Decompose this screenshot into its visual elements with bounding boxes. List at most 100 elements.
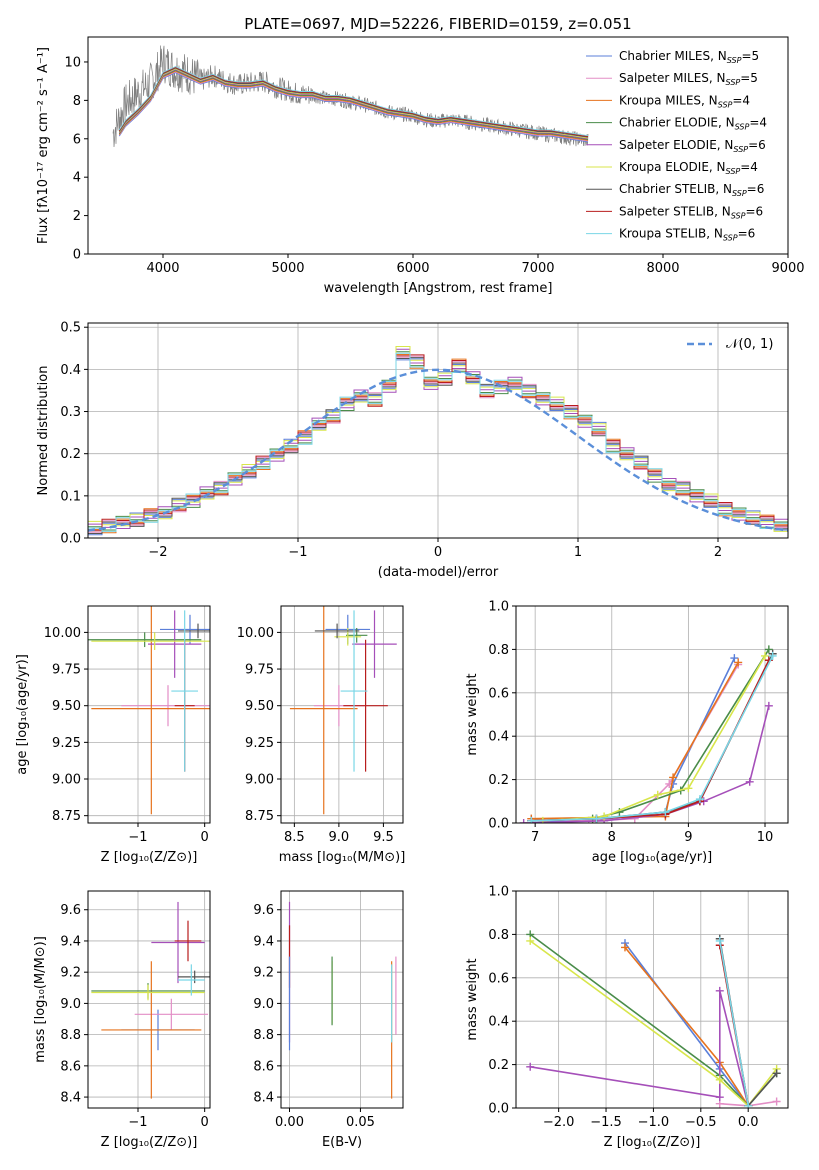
x-tick-label: 0 (201, 1115, 209, 1130)
legend-label: Salpeter ELODIE, NSSP=6 (619, 138, 766, 154)
x-tick-label: 9000 (771, 261, 804, 276)
y-tick-label: 0.4 (488, 1015, 509, 1030)
y-tick-label: 0.6 (488, 686, 509, 701)
y-axis-label: Flux [fλ10⁻¹⁷ erg cm⁻² s⁻¹ A⁻¹] (36, 47, 51, 244)
y-tick-label: 9.2 (60, 966, 81, 981)
legend-label: Chabrier MILES, NSSP=5 (619, 49, 759, 65)
x-tick-label: 1 (574, 545, 582, 560)
y-tick-label: 8.8 (253, 1028, 274, 1043)
x-tick-label: 9.5 (373, 830, 394, 845)
y-tick-label: 9.75 (52, 663, 81, 678)
weight-marker (526, 936, 535, 945)
y-tick-label: 9.0 (253, 997, 274, 1012)
y-axis-label: mass weight (465, 958, 480, 1040)
x-axis-label: Z [log₁₀(Z/Z⊙)] (604, 1135, 701, 1150)
y-tick-label: 0 (73, 248, 81, 263)
y-tick-label: 8.75 (245, 809, 274, 824)
y-tick-label: 9.50 (52, 699, 81, 714)
weight-marker (684, 784, 693, 793)
chart-massweight_vs_age: 7 8 9 10 0.0 0.2 0.4 0.6 0.8 1.0 age [log₁₀(age/yr… (465, 600, 789, 865)
y-tick-label: 9.4 (253, 934, 274, 949)
x-tick-label: 7000 (521, 261, 554, 276)
x-tick-label: 9.0 (329, 830, 350, 845)
marks-mass_vs_Z (91, 901, 210, 1099)
axes-frame (515, 890, 789, 1109)
model-line (118, 66, 589, 137)
y-tick-label: 1.0 (488, 600, 509, 615)
y-tick-label: 9.4 (60, 934, 81, 949)
weight-marker (527, 816, 536, 823)
x-axis-label: age [log₁₀(age/yr)] (592, 850, 713, 865)
y-tick-label: 9.25 (52, 736, 81, 751)
y-tick-label: 8.4 (60, 1091, 81, 1106)
residual-histogram (88, 357, 788, 534)
weight-marker (772, 1097, 781, 1106)
legend: Chabrier MILES, NSSP=5 Salpeter MILES, NS… (586, 49, 767, 243)
y-tick-label: 9.50 (245, 699, 274, 714)
chart-residuals: 𝒩(0, 1) −2 −1 0 1 2 0.0 0.1 0.2 0.3 0.4 0.5 (data-mo… (36, 321, 789, 580)
legend-label: Salpeter STELIB, NSSP=6 (619, 204, 763, 220)
x-tick-label: 6000 (396, 261, 429, 276)
y-tick-label: 9.0 (60, 997, 81, 1012)
chart-mass_vs_Z: −1 0 8.4 8.6 8.8 9.0 9.2 9.4 9.6 Z [log₁₀(Z/Z⊙)] m… (33, 890, 211, 1150)
y-tick-label: 9.00 (245, 773, 274, 788)
y-tick-label: 10.00 (44, 626, 81, 641)
x-tick-label: −0.5 (685, 1115, 717, 1130)
x-tick-label: 8000 (646, 261, 679, 276)
weight-marker (526, 1062, 535, 1071)
x-axis-label: wavelength [Angstrom, rest frame] (324, 281, 553, 296)
weight-marker (768, 651, 777, 660)
y-tick-label: 8.6 (253, 1059, 274, 1074)
weight-marker (764, 645, 773, 654)
model-line (118, 70, 589, 141)
x-tick-label: 10 (757, 830, 774, 845)
y-tick-label: 9.00 (52, 773, 81, 788)
x-tick-label: −1.5 (590, 1115, 622, 1130)
weight-line (719, 940, 749, 1106)
x-axis-label: (data-model)/error (378, 565, 499, 580)
model-line (118, 72, 589, 143)
y-tick-label: 0.2 (60, 447, 81, 462)
gaussian-reference-line (88, 368, 788, 532)
y-axis-label: mass [log₁₀(M/M⊙)] (33, 936, 48, 1063)
x-tick-label: −1 (128, 830, 147, 845)
legend-label: Kroupa ELODIE, NSSP=4 (619, 160, 758, 176)
model-line (118, 68, 589, 139)
legend-label: Kroupa STELIB, NSSP=6 (619, 227, 755, 243)
y-tick-label: 0.0 (60, 532, 81, 547)
x-tick-label: −1.0 (638, 1115, 670, 1130)
weight-marker (653, 790, 662, 799)
chart-mass_vs_EBV: 0.00 0.05 8.4 8.6 8.8 9.0 9.2 9.4 9.6 E(B-V) (253, 890, 404, 1150)
y-tick-label: 0.4 (60, 363, 81, 378)
x-axis-label: Z [log₁₀(Z/Z⊙)] (101, 1135, 198, 1150)
model-line (118, 69, 589, 140)
marks-mass_vs_EBV (288, 901, 397, 1099)
y-tick-label: 9.2 (253, 966, 274, 981)
weight-marker (734, 658, 743, 667)
legend-label: Chabrier STELIB, NSSP=6 (619, 182, 764, 198)
chart-massweight_vs_Z: −2.0 −1.5 −1.0 −0.5 0.0 0.0 0.2 0.4 0.6 0.8 1.0 Z [… (465, 885, 789, 1150)
marks-massweight_vs_age (519, 645, 777, 823)
x-tick-label: 5000 (271, 261, 304, 276)
weight-marker (715, 1093, 724, 1102)
x-tick-label: 0.05 (346, 1115, 375, 1130)
weight-marker (695, 795, 704, 804)
weight-marker (592, 814, 601, 823)
model-line (118, 69, 589, 140)
marks-residuals (88, 346, 788, 536)
x-axis-label: mass [log₁₀(M/M⊙)] (279, 850, 406, 865)
y-tick-label: 6 (73, 132, 81, 147)
weight-marker (669, 773, 678, 782)
y-tick-label: 0.5 (60, 321, 81, 336)
axes-frame (87, 890, 211, 1109)
y-tick-label: 9.25 (245, 736, 274, 751)
x-axis-label: E(B-V) (322, 1135, 362, 1150)
y-tick-label: 1.0 (488, 885, 509, 900)
x-tick-label: −2.0 (543, 1115, 575, 1130)
weight-marker (744, 1101, 753, 1108)
x-tick-label: 9 (684, 830, 692, 845)
x-tick-label: 8 (608, 830, 616, 845)
x-tick-label: 0.0 (738, 1115, 759, 1130)
